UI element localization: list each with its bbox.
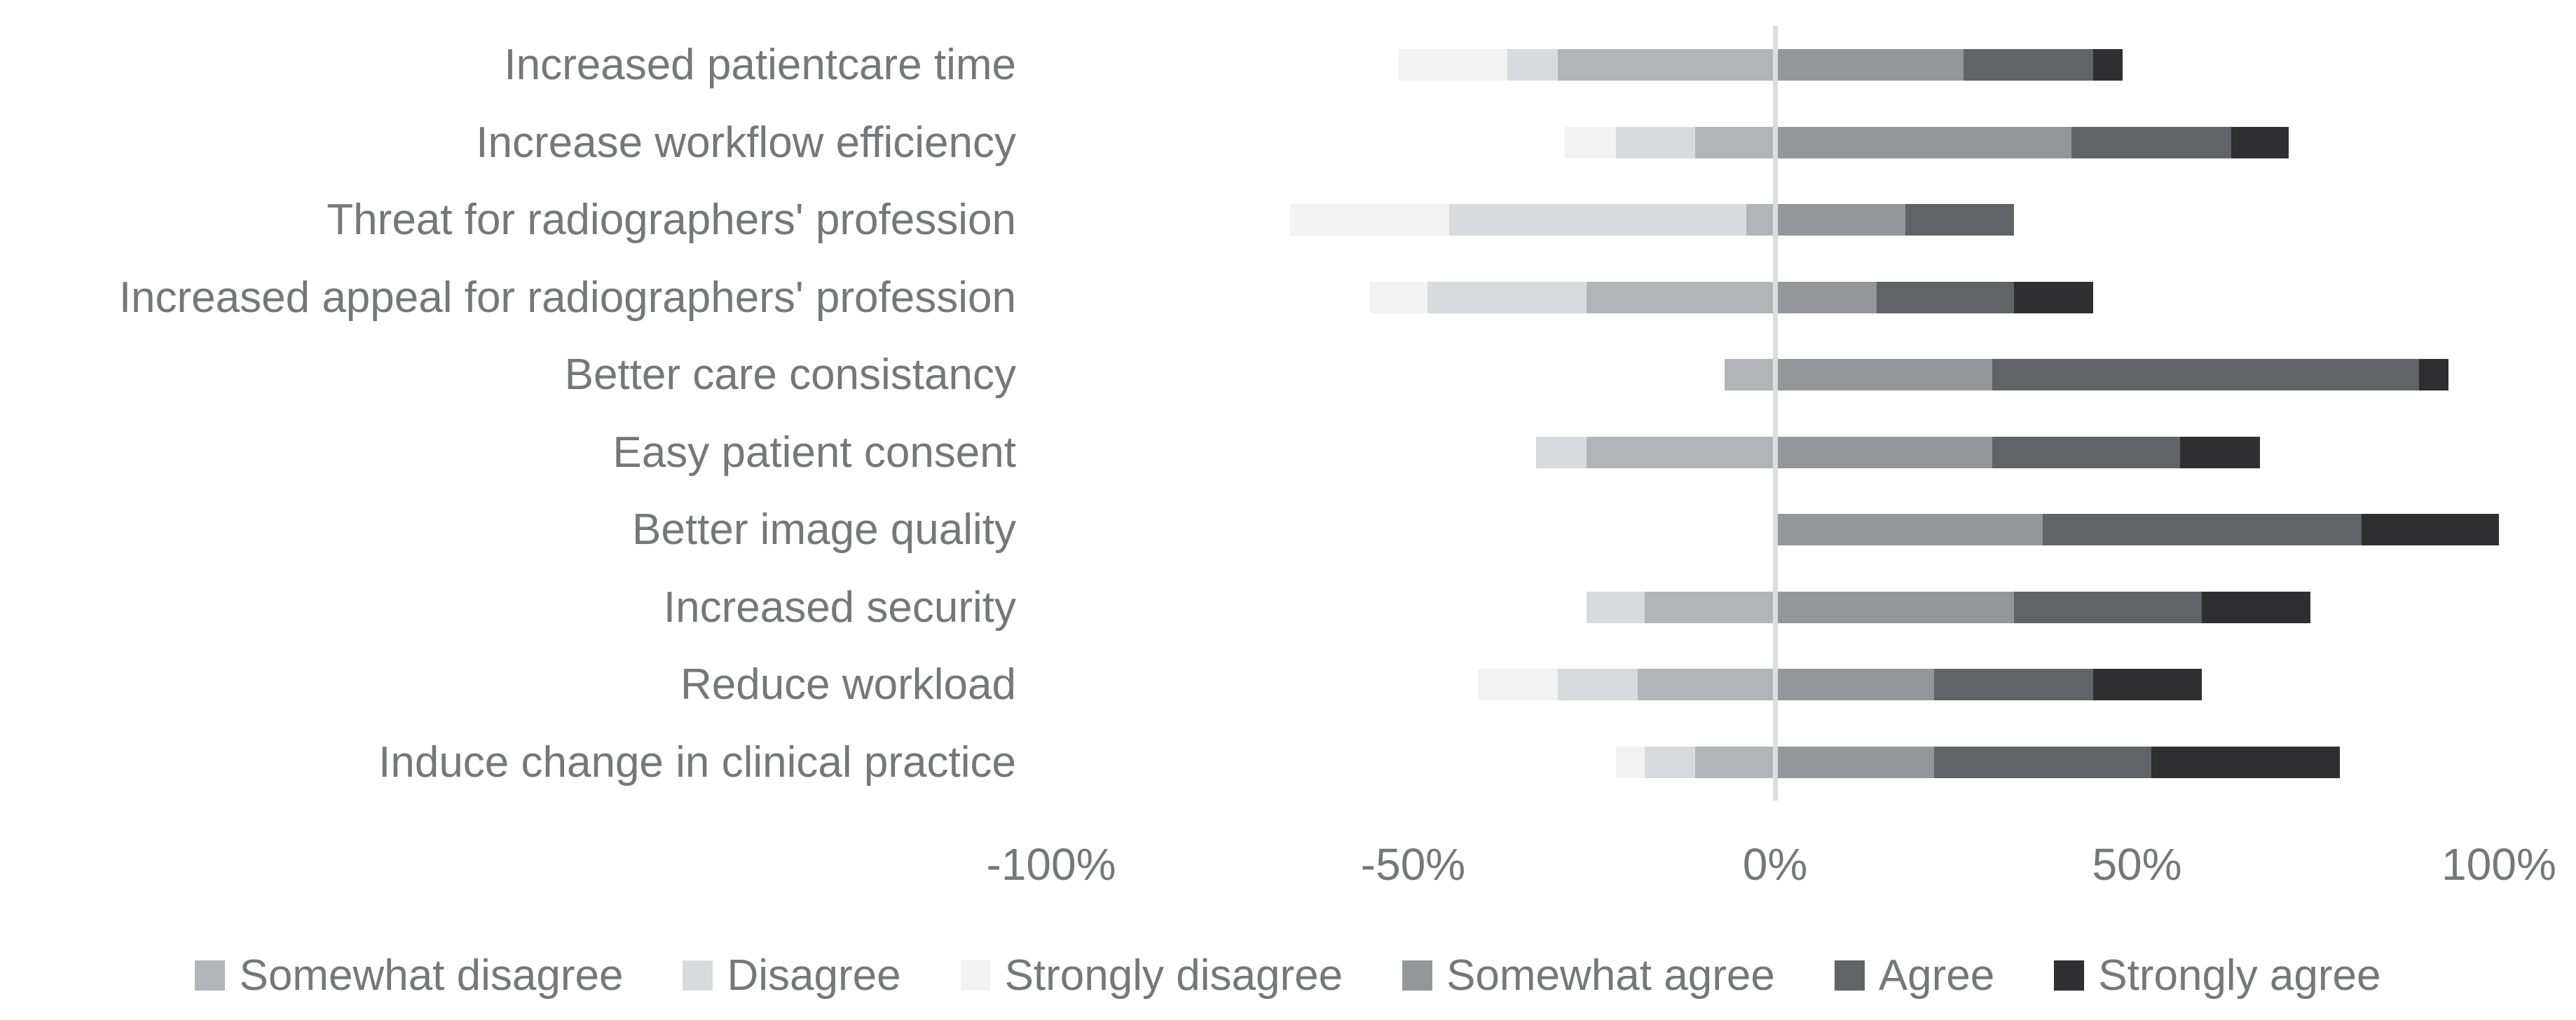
- bar-segment-agree: [1992, 436, 2181, 468]
- bar-segment-disagree: [1615, 126, 1696, 158]
- bar-segment-somewhat-disagree: [1587, 436, 1775, 468]
- bar-segment-somewhat-agree: [1774, 281, 1877, 313]
- category-label: Threat for radiographers' profession: [327, 196, 1016, 244]
- bar-row: [1565, 126, 2289, 158]
- bar-segment-strongly-agree: [2419, 359, 2448, 390]
- bar-segment-strongly-agree: [2093, 49, 2123, 81]
- bar-segment-strongly-agree: [2361, 514, 2499, 545]
- bar-segment-somewhat-disagree: [1587, 281, 1775, 313]
- bar-segment-strongly-disagree: [1478, 669, 1558, 700]
- legend-swatch-icon: [2054, 960, 2085, 991]
- bar-row: [1587, 591, 2311, 623]
- bar-segment-strongly-agree: [2231, 126, 2289, 158]
- bar-row: [1536, 436, 2261, 468]
- legend-label: Disagree: [727, 951, 901, 1000]
- bar-segment-strongly-agree: [2180, 436, 2261, 468]
- bar-segment-somewhat-disagree: [1558, 49, 1775, 81]
- bar-row: [1724, 359, 2448, 390]
- bar-row: [1478, 669, 2202, 700]
- x-tick-label: -100%: [986, 839, 1116, 890]
- bar-row: [1615, 746, 2340, 778]
- bar-segment-somewhat-agree: [1774, 204, 1905, 236]
- bar-row: [1369, 281, 2094, 313]
- x-tick-label: 100%: [2441, 839, 2556, 890]
- bar-row: [1775, 514, 2499, 545]
- legend-item: Disagree: [683, 951, 901, 1000]
- bar-segment-strongly-disagree: [1398, 49, 1507, 81]
- bar-row: [1398, 49, 2123, 81]
- bar-segment-strongly-disagree: [1369, 281, 1428, 313]
- bar-segment-disagree: [1449, 204, 1746, 236]
- bar-segment-somewhat-agree: [1774, 359, 1992, 390]
- legend-item: Strongly disagree: [960, 951, 1343, 1000]
- legend-item: Somewhat agree: [1402, 951, 1775, 1000]
- bar-segment-strongly-disagree: [1289, 204, 1450, 236]
- bar-segment-disagree: [1427, 281, 1587, 313]
- bar-segment-agree: [1992, 359, 2420, 390]
- bar-segment-strongly-agree: [2202, 591, 2311, 623]
- category-label: Increased patientcare time: [504, 41, 1016, 89]
- bar-segment-agree: [1934, 746, 2152, 778]
- legend-label: Somewhat disagree: [239, 951, 624, 1000]
- bar-segment-strongly-agree: [2151, 746, 2340, 778]
- bar-segment-somewhat-agree: [1774, 669, 1935, 700]
- category-label: Increased appeal for radiographers' prof…: [118, 273, 1016, 322]
- category-label: Better image quality: [632, 505, 1016, 554]
- legend-swatch-icon: [683, 960, 713, 991]
- bar-segment-somewhat-disagree: [1645, 591, 1775, 623]
- category-label: Induce change in clinical practice: [378, 737, 1016, 787]
- bar-segment-strongly-agree: [2093, 669, 2202, 700]
- bar-row: [1289, 204, 2014, 236]
- bar-segment-disagree: [1645, 746, 1696, 778]
- legend-item: Strongly agree: [2054, 951, 2381, 1000]
- legend-label: Somewhat agree: [1446, 951, 1775, 1000]
- legend-swatch-icon: [1402, 960, 1433, 991]
- bar-segment-somewhat-agree: [1774, 126, 2072, 158]
- bar-segment-disagree: [1507, 49, 1558, 81]
- legend-item: Somewhat disagree: [195, 951, 623, 1000]
- legend-swatch-icon: [960, 960, 991, 991]
- legend-label: Strongly agree: [2098, 951, 2381, 1000]
- legend-item: Agree: [1834, 951, 1995, 1000]
- category-label: Increased security: [663, 583, 1016, 632]
- bar-segment-agree: [1934, 669, 2094, 700]
- category-label: Easy patient consent: [612, 428, 1016, 477]
- bar-segment-agree: [2013, 591, 2202, 623]
- bar-segment-somewhat-agree: [1774, 746, 1935, 778]
- bar-segment-disagree: [1587, 591, 1645, 623]
- bar-segment-somewhat-agree: [1774, 591, 2014, 623]
- zero-axis-line: [1772, 26, 1778, 801]
- x-tick-label: 50%: [2092, 839, 2182, 890]
- x-tick-label: -50%: [1360, 839, 1466, 890]
- legend-swatch-icon: [195, 960, 226, 991]
- bar-segment-disagree: [1536, 436, 1587, 468]
- bar-segment-somewhat-disagree: [1695, 126, 1775, 158]
- bar-segment-agree: [2043, 514, 2362, 545]
- bar-segment-somewhat-agree: [1774, 436, 1992, 468]
- bar-segment-somewhat-disagree: [1746, 204, 1775, 236]
- legend: Somewhat disagree Disagree Strongly disagr…: [0, 951, 2576, 1000]
- bar-segment-strongly-agree: [2013, 281, 2094, 313]
- category-label: Increase workflow efficiency: [476, 118, 1016, 167]
- bar-segment-somewhat-disagree: [1695, 746, 1775, 778]
- x-tick-label: 0%: [1742, 839, 1808, 890]
- bar-segment-strongly-disagree: [1615, 746, 1645, 778]
- bar-segment-somewhat-agree: [1775, 514, 2043, 545]
- bar-segment-somewhat-agree: [1774, 49, 1964, 81]
- bar-segment-agree: [1905, 204, 2014, 236]
- bar-segment-agree: [1876, 281, 2014, 313]
- bar-segment-agree: [2071, 126, 2231, 158]
- legend-swatch-icon: [1834, 960, 1865, 991]
- category-label: Reduce workload: [680, 660, 1016, 709]
- bar-segment-disagree: [1558, 669, 1638, 700]
- bar-segment-somewhat-disagree: [1637, 669, 1775, 700]
- bar-segment-strongly-disagree: [1565, 126, 1616, 158]
- legend-label: Agree: [1878, 951, 1995, 1000]
- category-label: Better care consistancy: [564, 351, 1016, 399]
- legend-label: Strongly disagree: [1004, 951, 1343, 1000]
- bar-segment-agree: [1963, 49, 2094, 81]
- bar-segment-somewhat-disagree: [1724, 359, 1775, 390]
